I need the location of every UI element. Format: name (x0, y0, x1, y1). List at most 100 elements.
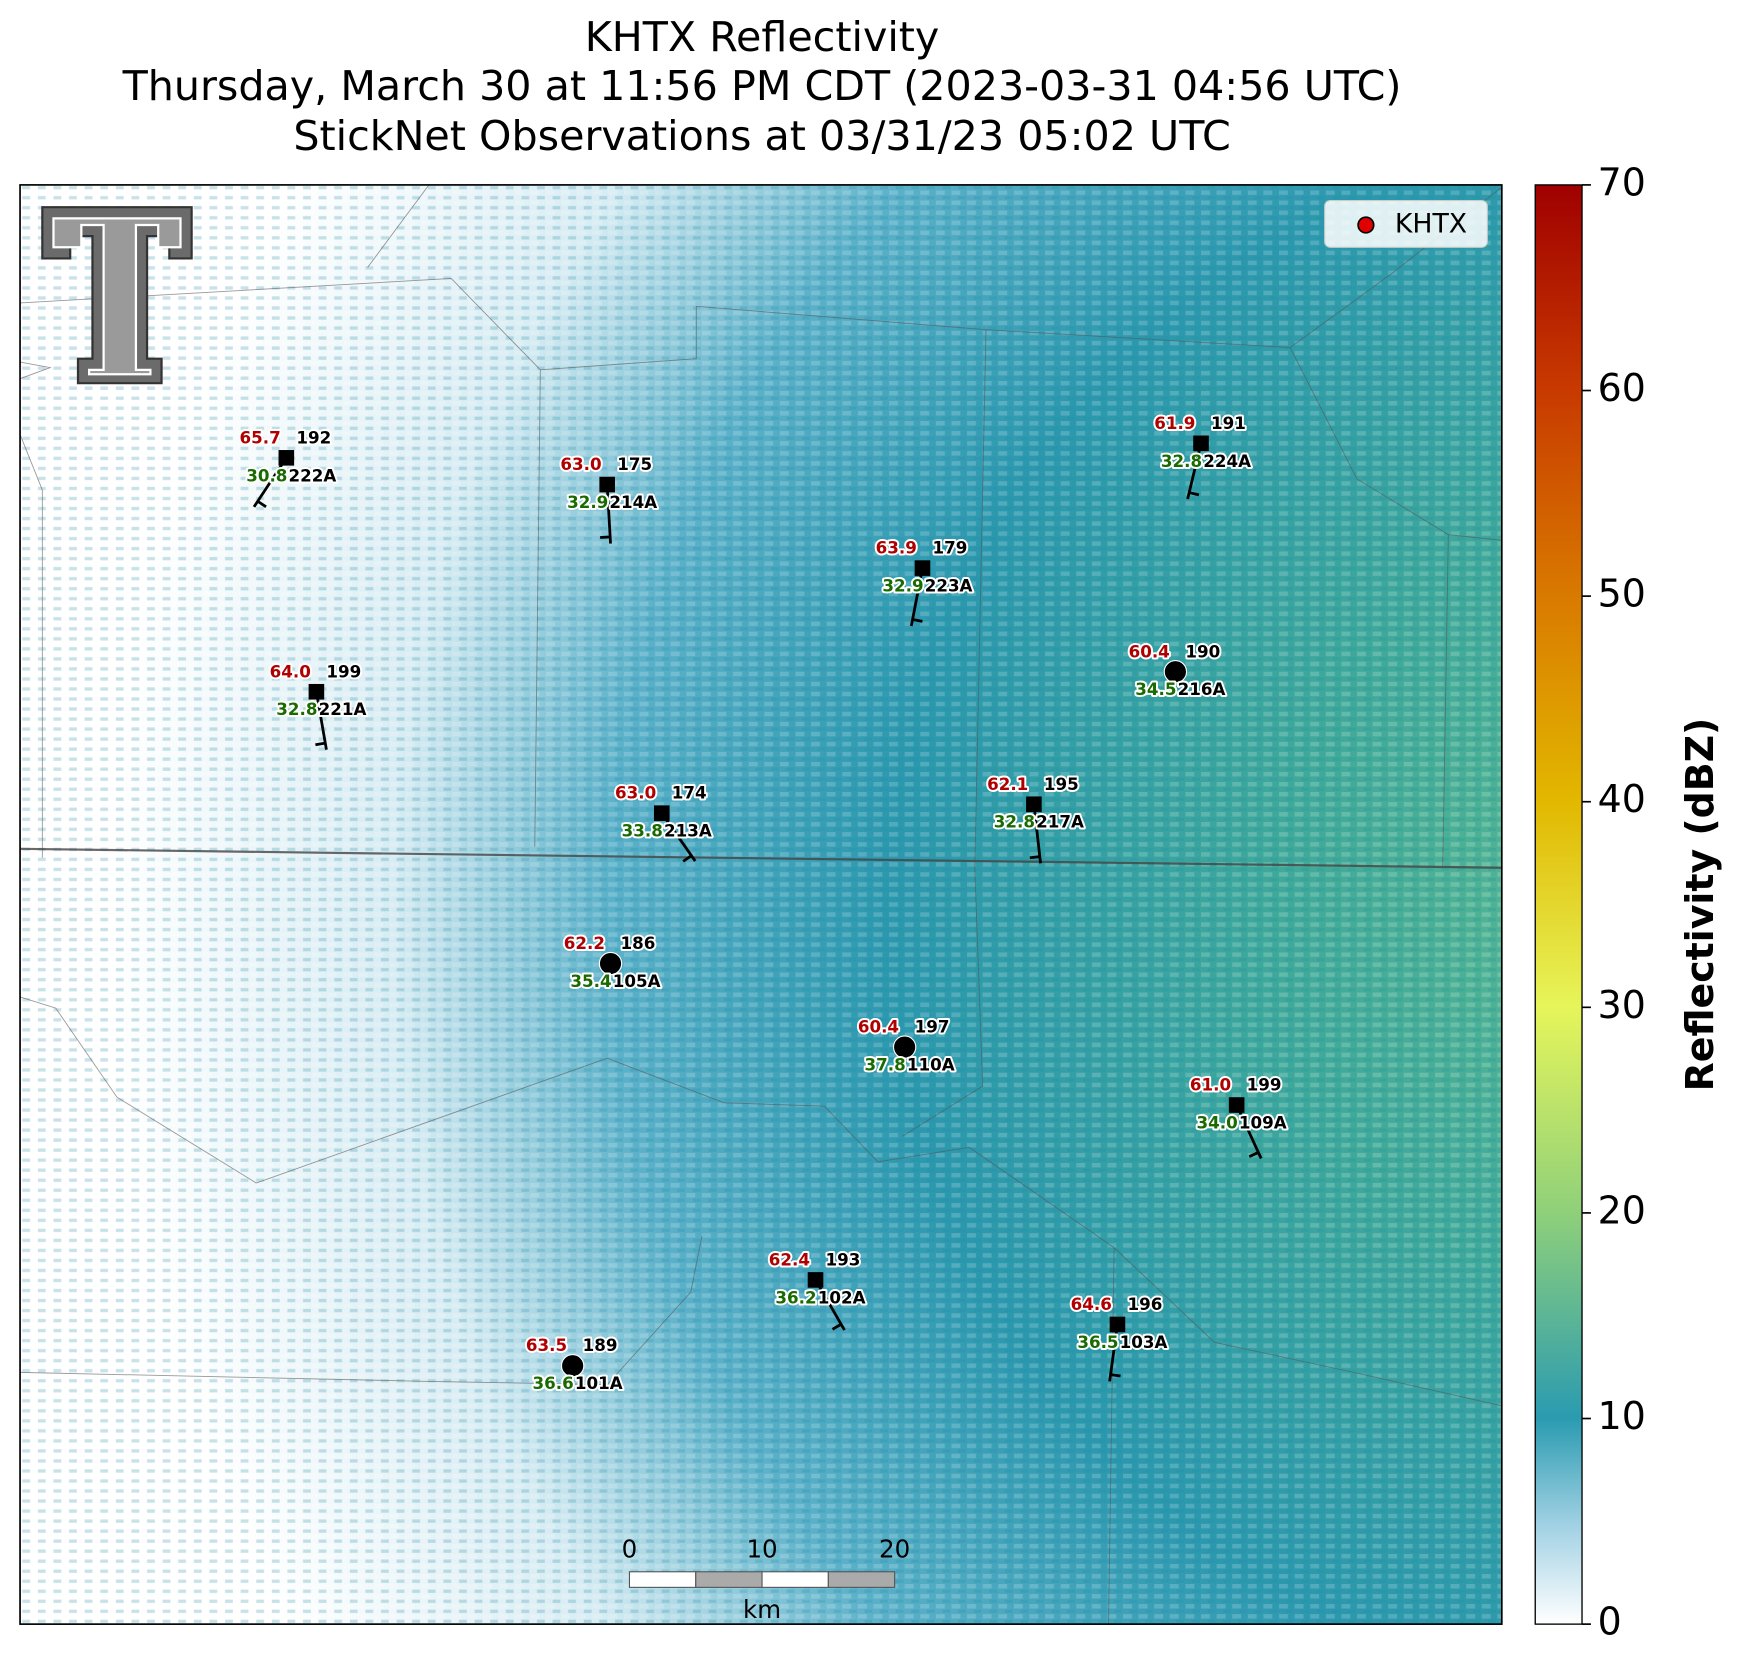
station-id: 105A (613, 971, 661, 991)
scale-segment (761, 1571, 829, 1588)
colorbar: Reflectivity (dBZ) 0 10 20 30 40 50 60 70 (1534, 160, 1722, 1644)
station-id: 101A (575, 1373, 623, 1393)
wind-barb (660, 812, 697, 862)
temperature: 64.0 (270, 661, 311, 681)
plot-frame (19, 184, 1503, 1625)
station-marker (598, 951, 623, 976)
temperature: 61.0 (1190, 1075, 1231, 1095)
scale-unit: km (743, 1595, 781, 1624)
wind-barb-flag (600, 535, 611, 539)
wind-barb-flag (1248, 1151, 1259, 1158)
logo (41, 206, 193, 385)
station-id: 224A (1203, 451, 1251, 471)
title: KHTX Reflectivity Thursday, March 30 at … (122, 13, 1402, 160)
wind-direction: 199 (326, 661, 361, 681)
title-line: KHTX Reflectivity (585, 13, 940, 61)
dewpoint: 35.4 (570, 971, 611, 991)
dewpoint: 33.8 (622, 821, 663, 841)
dewpoint: 32.8 (994, 812, 1035, 832)
wind-direction: 191 (1211, 413, 1246, 433)
station-marker (1163, 660, 1188, 684)
legend-box (1324, 199, 1488, 248)
legend-label: KHTX (1395, 209, 1467, 240)
wind-barb-flag (682, 854, 693, 863)
station-marker (599, 476, 615, 493)
colorbar-tick-label: 40 (1598, 777, 1646, 821)
station-marker (892, 1035, 917, 1059)
scale-tick-label: 20 (879, 1535, 910, 1564)
station-marker (278, 450, 295, 466)
county-borders (20, 184, 1502, 1625)
wind-barb (605, 484, 612, 544)
colorbar-tick-label: 70 (1598, 160, 1646, 204)
colorbar-tick-label: 10 (1598, 1394, 1646, 1438)
dewpoint: 36.2 (775, 1287, 816, 1307)
wind-barb (1186, 443, 1203, 500)
wind-direction: 174 (672, 783, 707, 803)
wind-direction: 196 (1127, 1294, 1162, 1314)
wind-barb-flag (1188, 491, 1200, 497)
station-id: 223A (925, 576, 973, 596)
reflectivity-texture (20, 184, 1502, 1625)
wind-barb (909, 567, 924, 627)
wind-barb (252, 457, 288, 508)
wind-barb-flag (256, 500, 267, 508)
dewpoint: 32.9 (567, 492, 608, 512)
colorbar-tick-label: 30 (1598, 983, 1646, 1027)
scale-tick-label: 0 (622, 1535, 638, 1564)
station-id: 221A (319, 699, 367, 719)
wind-barb-flag (912, 618, 923, 623)
title-line: Thursday, March 30 at 11:56 PM CDT (2023… (122, 62, 1402, 110)
temperature: 62.2 (564, 933, 605, 953)
temperature: 64.6 (1071, 1294, 1112, 1314)
wind-direction: 186 (621, 933, 656, 953)
wind-direction: 189 (583, 1335, 618, 1355)
station-marker (1026, 796, 1042, 813)
legend: KHTX (1324, 199, 1488, 248)
dewpoint: 32.8 (1161, 451, 1202, 471)
temperature: 63.0 (560, 454, 601, 474)
station-id: 216A (1178, 679, 1226, 699)
scale-segment (628, 1571, 697, 1588)
station-id: 217A (1036, 812, 1084, 832)
station-id: 110A (907, 1055, 955, 1075)
dewpoint: 30.8 (246, 465, 287, 485)
colorbar-tick-label: 50 (1598, 572, 1646, 616)
wind-direction: 197 (915, 1017, 950, 1037)
dewpoint: 32.9 (882, 576, 923, 596)
legend-marker (1357, 216, 1375, 234)
wind-barb (1235, 1104, 1263, 1160)
station-marker (1228, 1097, 1245, 1113)
wind-direction: 193 (826, 1249, 861, 1269)
station-id: 103A (1120, 1332, 1168, 1352)
wind-barb (1108, 1324, 1119, 1382)
wind-direction: 175 (617, 454, 652, 474)
dewpoint: 32.8 (276, 699, 317, 719)
dewpoint: 36.6 (533, 1373, 574, 1393)
station-marker (560, 1353, 585, 1378)
dewpoint: 36.5 (1077, 1332, 1118, 1352)
wind-barb-flag (315, 741, 326, 747)
wind-barb (315, 691, 328, 750)
scale-bar: km 0 10 20 (622, 1535, 911, 1624)
colorbar-tick-label: 60 (1598, 366, 1646, 410)
dewpoint: 37.8 (865, 1055, 906, 1075)
temperature: 62.4 (769, 1249, 810, 1269)
temperature: 63.9 (876, 538, 917, 558)
wind-barb-flag (1110, 1373, 1121, 1378)
colorbar-label: Reflectivity (dBZ) (1678, 718, 1722, 1092)
temperature: 62.1 (987, 774, 1028, 794)
scale-tick-label: 10 (746, 1535, 777, 1564)
station-id: 213A (664, 821, 712, 841)
scale-segment (695, 1571, 763, 1588)
state-border (20, 847, 1502, 869)
radar-map (20, 184, 1502, 1625)
temperature: 60.4 (1129, 641, 1170, 661)
wind-barb-flag (1029, 855, 1040, 860)
station-marker (308, 683, 325, 700)
dewpoint: 34.5 (1135, 679, 1176, 699)
title-line: StickNet Observations at 03/31/23 05:02 … (293, 112, 1230, 160)
